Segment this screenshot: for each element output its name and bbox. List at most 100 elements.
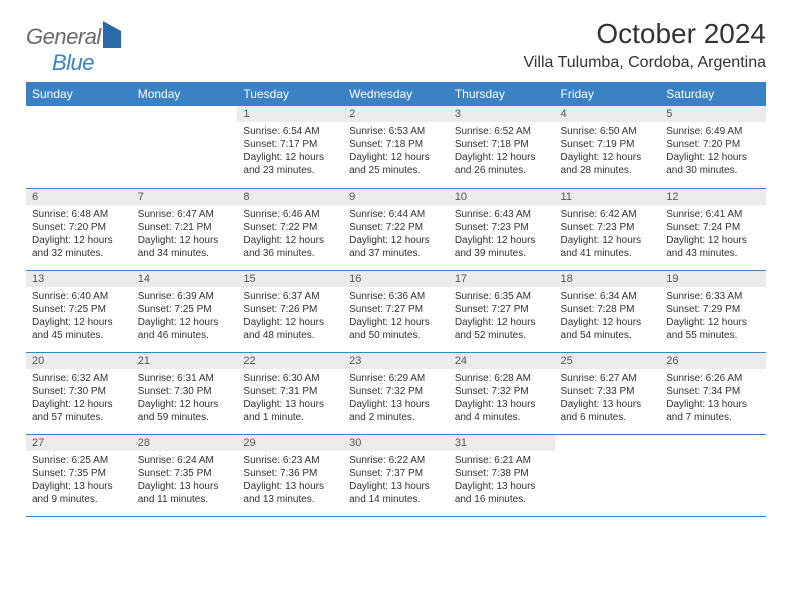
calendar-cell: 2Sunrise: 6:53 AMSunset: 7:18 PMDaylight… xyxy=(343,106,449,188)
day-detail: Sunrise: 6:37 AMSunset: 7:26 PMDaylight:… xyxy=(237,287,343,346)
day-number: 7 xyxy=(132,189,238,205)
calendar-cell: 27Sunrise: 6:25 AMSunset: 7:35 PMDayligh… xyxy=(26,434,132,516)
day-number: 24 xyxy=(449,353,555,369)
day-detail: Sunrise: 6:35 AMSunset: 7:27 PMDaylight:… xyxy=(449,287,555,346)
day-number: 28 xyxy=(132,435,238,451)
day-number: 20 xyxy=(26,353,132,369)
day-detail: Sunrise: 6:29 AMSunset: 7:32 PMDaylight:… xyxy=(343,369,449,428)
weekday-header: Monday xyxy=(132,82,238,106)
logo-text: General Blue xyxy=(26,24,121,76)
day-detail: Sunrise: 6:42 AMSunset: 7:23 PMDaylight:… xyxy=(555,205,661,264)
day-detail: Sunrise: 6:34 AMSunset: 7:28 PMDaylight:… xyxy=(555,287,661,346)
calendar-header-row: SundayMondayTuesdayWednesdayThursdayFrid… xyxy=(26,82,766,106)
calendar-table: SundayMondayTuesdayWednesdayThursdayFrid… xyxy=(26,82,766,517)
day-number: 2 xyxy=(343,106,449,122)
day-detail: Sunrise: 6:48 AMSunset: 7:20 PMDaylight:… xyxy=(26,205,132,264)
calendar-cell: 1Sunrise: 6:54 AMSunset: 7:17 PMDaylight… xyxy=(237,106,343,188)
calendar-cell: 22Sunrise: 6:30 AMSunset: 7:31 PMDayligh… xyxy=(237,352,343,434)
day-number: 31 xyxy=(449,435,555,451)
day-detail: Sunrise: 6:47 AMSunset: 7:21 PMDaylight:… xyxy=(132,205,238,264)
calendar-cell: 10Sunrise: 6:43 AMSunset: 7:23 PMDayligh… xyxy=(449,188,555,270)
day-detail: Sunrise: 6:44 AMSunset: 7:22 PMDaylight:… xyxy=(343,205,449,264)
weekday-header: Friday xyxy=(555,82,661,106)
calendar-row: 6Sunrise: 6:48 AMSunset: 7:20 PMDaylight… xyxy=(26,188,766,270)
calendar-cell: 8Sunrise: 6:46 AMSunset: 7:22 PMDaylight… xyxy=(237,188,343,270)
logo-word-general: General xyxy=(26,24,101,49)
calendar-cell: 12Sunrise: 6:41 AMSunset: 7:24 PMDayligh… xyxy=(660,188,766,270)
calendar-cell: 4Sunrise: 6:50 AMSunset: 7:19 PMDaylight… xyxy=(555,106,661,188)
day-number: 12 xyxy=(660,189,766,205)
day-number: 10 xyxy=(449,189,555,205)
day-number: 6 xyxy=(26,189,132,205)
day-number: 18 xyxy=(555,271,661,287)
day-detail: Sunrise: 6:50 AMSunset: 7:19 PMDaylight:… xyxy=(555,122,661,181)
weekday-header: Tuesday xyxy=(237,82,343,106)
day-detail: Sunrise: 6:33 AMSunset: 7:29 PMDaylight:… xyxy=(660,287,766,346)
day-detail: Sunrise: 6:49 AMSunset: 7:20 PMDaylight:… xyxy=(660,122,766,181)
day-number: 9 xyxy=(343,189,449,205)
day-number: 15 xyxy=(237,271,343,287)
day-number: 16 xyxy=(343,271,449,287)
day-number: 27 xyxy=(26,435,132,451)
day-number: 29 xyxy=(237,435,343,451)
header: General Blue October 2024 Villa Tulumba,… xyxy=(26,18,766,76)
calendar-cell: 5Sunrise: 6:49 AMSunset: 7:20 PMDaylight… xyxy=(660,106,766,188)
calendar-page: General Blue October 2024 Villa Tulumba,… xyxy=(0,0,792,527)
day-number: 17 xyxy=(449,271,555,287)
calendar-cell: 31Sunrise: 6:21 AMSunset: 7:38 PMDayligh… xyxy=(449,434,555,516)
calendar-cell: 16Sunrise: 6:36 AMSunset: 7:27 PMDayligh… xyxy=(343,270,449,352)
day-detail: Sunrise: 6:46 AMSunset: 7:22 PMDaylight:… xyxy=(237,205,343,264)
calendar-row: ..1Sunrise: 6:54 AMSunset: 7:17 PMDaylig… xyxy=(26,106,766,188)
calendar-cell: 7Sunrise: 6:47 AMSunset: 7:21 PMDaylight… xyxy=(132,188,238,270)
calendar-row: 27Sunrise: 6:25 AMSunset: 7:35 PMDayligh… xyxy=(26,434,766,516)
calendar-cell: . xyxy=(555,434,661,516)
calendar-cell: 18Sunrise: 6:34 AMSunset: 7:28 PMDayligh… xyxy=(555,270,661,352)
calendar-row: 13Sunrise: 6:40 AMSunset: 7:25 PMDayligh… xyxy=(26,270,766,352)
day-number: 19 xyxy=(660,271,766,287)
day-detail: Sunrise: 6:41 AMSunset: 7:24 PMDaylight:… xyxy=(660,205,766,264)
calendar-cell: 6Sunrise: 6:48 AMSunset: 7:20 PMDaylight… xyxy=(26,188,132,270)
location-text: Villa Tulumba, Cordoba, Argentina xyxy=(523,54,766,72)
day-detail: Sunrise: 6:21 AMSunset: 7:38 PMDaylight:… xyxy=(449,451,555,510)
day-number: 30 xyxy=(343,435,449,451)
day-detail: Sunrise: 6:30 AMSunset: 7:31 PMDaylight:… xyxy=(237,369,343,428)
calendar-cell: 14Sunrise: 6:39 AMSunset: 7:25 PMDayligh… xyxy=(132,270,238,352)
calendar-row: 20Sunrise: 6:32 AMSunset: 7:30 PMDayligh… xyxy=(26,352,766,434)
page-title: October 2024 xyxy=(523,18,766,50)
day-number: 8 xyxy=(237,189,343,205)
day-number: 11 xyxy=(555,189,661,205)
calendar-cell: 15Sunrise: 6:37 AMSunset: 7:26 PMDayligh… xyxy=(237,270,343,352)
calendar-cell: 24Sunrise: 6:28 AMSunset: 7:32 PMDayligh… xyxy=(449,352,555,434)
calendar-cell: 29Sunrise: 6:23 AMSunset: 7:36 PMDayligh… xyxy=(237,434,343,516)
calendar-body: .. 1Sunrise: 6:54 AMSunset: 7:17 PMDaylig… xyxy=(26,106,766,516)
calendar-cell: 23Sunrise: 6:29 AMSunset: 7:32 PMDayligh… xyxy=(343,352,449,434)
calendar-cell: 21Sunrise: 6:31 AMSunset: 7:30 PMDayligh… xyxy=(132,352,238,434)
day-number: 21 xyxy=(132,353,238,369)
calendar-cell: 3Sunrise: 6:52 AMSunset: 7:18 PMDaylight… xyxy=(449,106,555,188)
day-detail: Sunrise: 6:26 AMSunset: 7:34 PMDaylight:… xyxy=(660,369,766,428)
logo: General Blue xyxy=(26,18,121,76)
day-detail: Sunrise: 6:40 AMSunset: 7:25 PMDaylight:… xyxy=(26,287,132,346)
calendar-cell: 19Sunrise: 6:33 AMSunset: 7:29 PMDayligh… xyxy=(660,270,766,352)
day-detail: Sunrise: 6:53 AMSunset: 7:18 PMDaylight:… xyxy=(343,122,449,181)
calendar-cell: 13Sunrise: 6:40 AMSunset: 7:25 PMDayligh… xyxy=(26,270,132,352)
day-detail: Sunrise: 6:39 AMSunset: 7:25 PMDaylight:… xyxy=(132,287,238,346)
day-detail: Sunrise: 6:54 AMSunset: 7:17 PMDaylight:… xyxy=(237,122,343,181)
calendar-cell: . xyxy=(660,434,766,516)
day-detail: Sunrise: 6:32 AMSunset: 7:30 PMDaylight:… xyxy=(26,369,132,428)
calendar-cell: 26Sunrise: 6:26 AMSunset: 7:34 PMDayligh… xyxy=(660,352,766,434)
calendar-cell: 25Sunrise: 6:27 AMSunset: 7:33 PMDayligh… xyxy=(555,352,661,434)
weekday-header: Wednesday xyxy=(343,82,449,106)
day-number: 25 xyxy=(555,353,661,369)
weekday-header: Sunday xyxy=(26,82,132,106)
calendar-cell: 9Sunrise: 6:44 AMSunset: 7:22 PMDaylight… xyxy=(343,188,449,270)
day-detail: Sunrise: 6:24 AMSunset: 7:35 PMDaylight:… xyxy=(132,451,238,510)
calendar-cell: 17Sunrise: 6:35 AMSunset: 7:27 PMDayligh… xyxy=(449,270,555,352)
calendar-cell: 28Sunrise: 6:24 AMSunset: 7:35 PMDayligh… xyxy=(132,434,238,516)
day-detail: Sunrise: 6:43 AMSunset: 7:23 PMDaylight:… xyxy=(449,205,555,264)
day-detail: Sunrise: 6:22 AMSunset: 7:37 PMDaylight:… xyxy=(343,451,449,510)
weekday-header: Thursday xyxy=(449,82,555,106)
title-block: October 2024 Villa Tulumba, Cordoba, Arg… xyxy=(523,18,766,72)
day-number: 22 xyxy=(237,353,343,369)
day-detail: Sunrise: 6:28 AMSunset: 7:32 PMDaylight:… xyxy=(449,369,555,428)
